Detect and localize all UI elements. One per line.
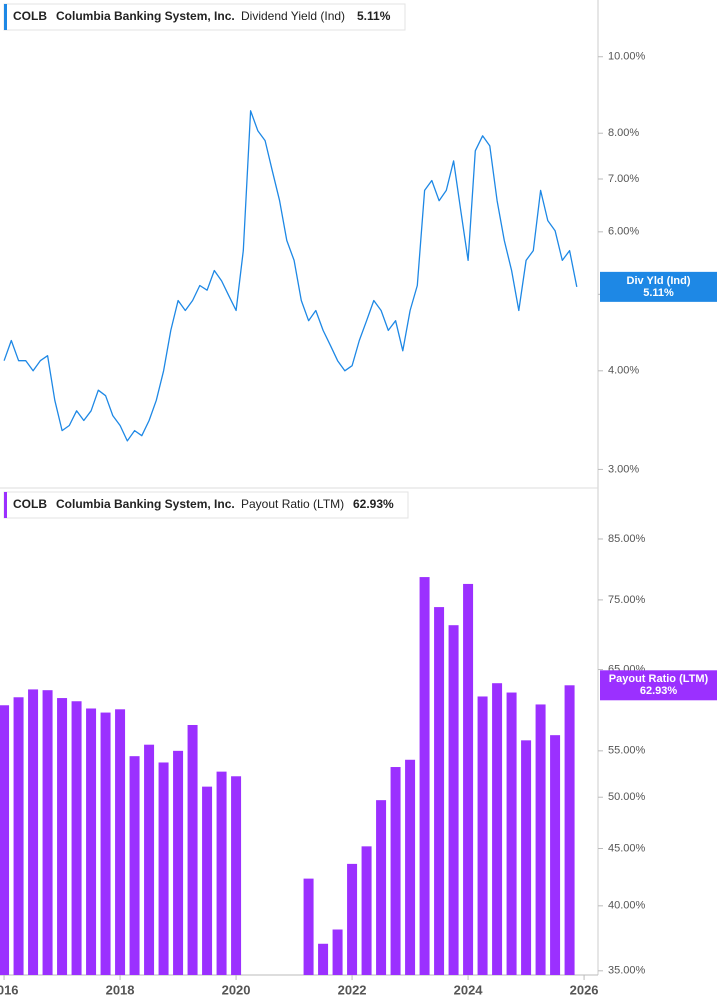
bar [477, 696, 488, 975]
bar [158, 762, 169, 975]
bar [129, 756, 140, 975]
legend-label: Dividend Yield (Ind) [241, 9, 345, 23]
bar [564, 685, 575, 975]
badge-value: 62.93% [640, 685, 678, 697]
bar [13, 697, 24, 975]
y-tick-label: 6.00% [608, 226, 639, 238]
bar [376, 800, 387, 975]
bar [318, 943, 329, 975]
bar [173, 750, 184, 975]
line [3, 110, 578, 442]
bar [405, 759, 416, 975]
bar [115, 709, 126, 975]
bar [492, 683, 503, 975]
legend-value: 62.93% [353, 497, 394, 511]
bar [187, 724, 198, 975]
legend-swatch [4, 4, 7, 30]
bar [390, 767, 401, 975]
y-tick-label: 40.00% [608, 900, 646, 912]
legend-box [3, 3, 406, 31]
x-tick-label: 2022 [338, 982, 367, 997]
x-tick-label: 2026 [570, 982, 599, 997]
bar [419, 577, 430, 975]
y-tick-label: 85.00% [608, 533, 646, 545]
y-tick-label: 7.00% [608, 173, 639, 185]
bar [535, 704, 546, 975]
bar [361, 846, 372, 975]
bar [42, 690, 53, 975]
bar [86, 708, 97, 975]
bar [0, 705, 10, 975]
bar [506, 692, 517, 975]
bar [434, 607, 445, 975]
y-tick-label: 3.00% [608, 463, 639, 475]
ticker: COLB [13, 497, 47, 511]
badge-label: Div Yld (Ind) [627, 275, 691, 287]
bar [332, 929, 343, 975]
legend-label: Payout Ratio (LTM) [241, 497, 344, 511]
bar [144, 744, 155, 975]
x-tick-label: 2020 [222, 982, 251, 997]
badge-label: Payout Ratio (LTM) [609, 673, 709, 685]
bar [347, 863, 358, 975]
x-tick-label: 2016 [0, 982, 19, 997]
bar [28, 689, 39, 975]
company: Columbia Banking System, Inc. [56, 497, 235, 511]
value-badge [600, 670, 717, 701]
company: Columbia Banking System, Inc. [56, 9, 235, 23]
bar [303, 878, 314, 975]
ticker: COLB [13, 9, 47, 23]
bar [521, 740, 532, 975]
legend-swatch [4, 492, 7, 518]
legend-top: COLB Columbia Banking System, Inc. Divid… [3, 3, 406, 31]
bar [448, 625, 459, 975]
badge-value: 5.11% [643, 287, 674, 299]
y-tick-label: 45.00% [608, 842, 646, 854]
y-tick-label: 55.00% [608, 745, 646, 757]
y-tick-label: 10.00% [608, 51, 646, 63]
y-tick-label: 4.00% [608, 365, 639, 377]
bar [463, 583, 474, 975]
y-tick-label: 35.00% [608, 965, 646, 977]
y-tick-label: 75.00% [608, 594, 646, 606]
bar [57, 698, 68, 975]
legend-bottom: COLB Columbia Banking System, Inc. Payou… [3, 491, 409, 519]
y-tick-label: 50.00% [608, 791, 646, 803]
bar [231, 776, 242, 975]
bar [202, 786, 213, 975]
y-tick-label: 8.00% [608, 127, 639, 139]
legend-value: 5.11% [357, 9, 391, 23]
legend-box [3, 491, 409, 519]
value-badge [600, 271, 717, 302]
x-tick-label: 2018 [106, 982, 135, 997]
bar [100, 712, 111, 975]
plots [0, 110, 578, 975]
bar [550, 735, 561, 975]
bar [216, 771, 227, 975]
x-tick-label: 2024 [454, 982, 484, 997]
bar [71, 701, 82, 975]
